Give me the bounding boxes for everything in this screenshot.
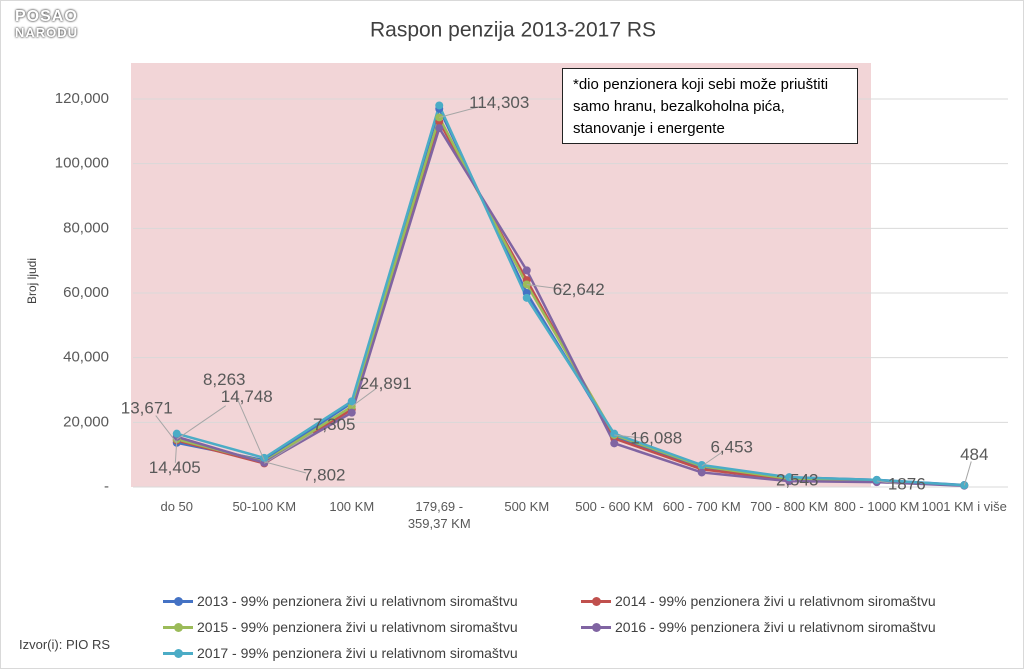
data-label: 8,263 [203,370,246,389]
source: Izvor(i): PIO RS [19,637,111,652]
data-point [697,461,706,470]
leader-line [701,451,724,467]
data-label: 24,891 [360,374,412,393]
x-tick-label: 500 - 600 KM [575,499,654,514]
legend-marker [174,596,183,606]
x-tick-label: 100 KM [329,499,375,514]
logo-line: POSAO [15,8,78,25]
leader-line [235,396,265,461]
x-tick-label: 1001 KM i više [921,499,1007,514]
legend-label: 2017 - 99% penzionera živi u relativnom … [197,645,518,661]
x-tick-label: 700 - 800 KM [750,499,829,514]
leader-line [176,405,227,440]
y-tick-label: 80,000 [63,219,109,236]
leader-line [876,480,898,485]
data-point [347,397,356,406]
legend-marker [592,596,601,606]
x-tick-label: 600 - 700 KM [662,499,741,514]
data-point [435,124,444,133]
legend-item: 2015 - 99% penzionera živi u relativnom … [163,619,518,635]
data-label: 62,642 [553,280,605,299]
leader-line [155,415,178,444]
annotation: *dio penzionera koji sebi može priuštiti… [562,68,858,144]
legend-swatch [581,622,611,632]
legend-label: 2015 - 99% penzionera živi u relativnom … [197,619,518,635]
data-label: 14,405 [149,458,201,477]
data-point [522,266,531,275]
leader-line [789,478,795,481]
data-label: 7,305 [313,415,356,434]
data-label: 16,088 [630,428,682,447]
data-label: 7,802 [303,465,346,484]
data-label: 2,543 [776,470,819,489]
legend-swatch [163,596,193,606]
legend-label: 2013 - 99% penzionera živi u relativnom … [197,593,518,609]
data-point [347,408,356,417]
legend-item: 2014 - 99% penzionera živi u relativnom … [581,593,936,609]
leader-line [614,434,644,439]
x-tick-label: do 50 [160,499,194,514]
data-label: 14,748 [221,387,273,406]
x-tick-label: 50-100 KM [232,499,297,514]
data-label: 6,453 [710,438,753,457]
legend-label: 2014 - 99% penzionera živi u relativnom … [615,593,936,609]
series-line [176,101,965,487]
legend-item: 2017 - 99% penzionera živi u relativnom … [163,645,518,661]
data-point [172,429,181,438]
series-line [176,114,965,487]
data-point [435,101,444,110]
y-tick-label: 20,000 [63,413,109,430]
y-tick-label: 40,000 [63,349,109,366]
y-tick-label: - [104,478,109,495]
legend-item: 2013 - 99% penzionera živi u relativnom … [163,593,518,609]
legend-item: 2016 - 99% penzionera živi u relativnom … [581,619,936,635]
y-tick-label: 120,000 [55,90,109,107]
logo-line: NARODU [15,25,79,40]
x-tick-label: 179,69 - 359,37 KM [407,499,471,531]
y-axis-label: Broj ljudi [25,258,39,304]
legend-marker [174,648,183,658]
x-tick-label: 500 KM [504,499,550,514]
x-tick-label: 800 - 1000 KM [834,499,920,514]
legend-marker [174,622,183,632]
data-label: 13,671 [121,398,173,417]
legend-marker [592,622,601,632]
data-point [610,429,619,438]
leader-line [264,461,307,474]
data-label: 484 [960,445,988,464]
leader-line [351,388,376,407]
data-point [872,475,881,484]
legend-swatch [581,596,611,606]
logo: POSAO NARODU [15,9,78,41]
y-tick-label: 100,000 [55,155,109,172]
leader-line [526,283,564,290]
data-label: 1876 [888,474,926,493]
legend-swatch [163,648,193,658]
leader-line [439,105,482,118]
series-line [176,125,965,487]
data-point [610,439,619,448]
data-point [697,468,706,477]
data-point [522,293,531,302]
legend-label: 2016 - 99% penzionera živi u relativnom … [615,619,936,635]
chart-title: Raspon penzija 2013-2017 RS [370,19,656,42]
leader-line [263,432,314,464]
y-tick-label: 60,000 [63,284,109,301]
data-label: 114,303 [469,93,529,112]
leader-line [963,461,972,486]
leader-line [174,440,178,463]
legend-swatch [163,622,193,632]
